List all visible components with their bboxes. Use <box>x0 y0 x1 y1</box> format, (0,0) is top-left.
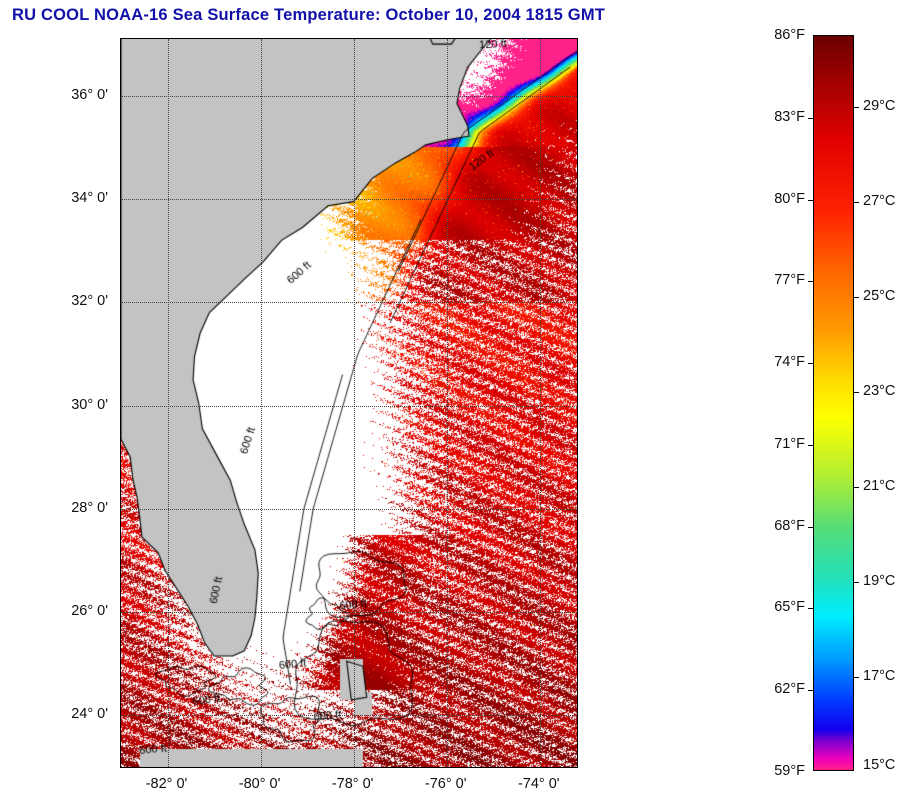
colorbar-tick-fahrenheit <box>808 281 814 283</box>
colorbar-label-celsius: 25°C <box>863 288 896 305</box>
y-axis-label: 26° 0' <box>71 603 108 620</box>
colorbar-tick-celsius <box>853 487 859 489</box>
colorbar-tick-fahrenheit <box>808 690 814 692</box>
x-tick-minor <box>307 767 308 768</box>
y-tick <box>120 509 121 510</box>
y-tick-minor <box>120 560 121 561</box>
temperature-colorbar[interactable] <box>808 35 859 771</box>
colorbar-tick-fahrenheit <box>808 444 814 446</box>
x-axis-label: -78° 0' <box>331 776 374 792</box>
y-axis-label: 30° 0' <box>71 396 108 413</box>
y-axis-label: 32° 0' <box>71 293 108 310</box>
colorbar-tick-celsius <box>853 392 859 394</box>
colorbar-gradient <box>814 36 853 770</box>
y-tick-minor <box>120 457 121 458</box>
colorbar-label-fahrenheit: 62°F <box>774 681 805 698</box>
page-title: RU COOL NOAA-16 Sea Surface Temperature:… <box>12 6 606 24</box>
colorbar-label-fahrenheit: 77°F <box>774 272 805 289</box>
colorbar-label-celsius: 19°C <box>863 573 896 590</box>
y-tick <box>120 612 121 613</box>
y-axis-label: 28° 0' <box>71 499 108 516</box>
colorbar-label-fahrenheit: 83°F <box>774 108 805 125</box>
x-tick <box>354 767 355 768</box>
colorbar-tick-fahrenheit <box>808 117 814 119</box>
colorbar-label-fahrenheit: 74°F <box>774 354 805 371</box>
colorbar-label-fahrenheit: 59°F <box>774 763 805 779</box>
y-axis-label: 36° 0' <box>71 86 108 103</box>
x-tick <box>540 767 541 768</box>
colorbar-label-celsius: 27°C <box>863 193 896 210</box>
y-tick <box>120 302 121 303</box>
colorbar-label-celsius: 15°C <box>863 757 896 773</box>
colorbar-tick-fahrenheit <box>808 199 814 201</box>
colorbar-label-fahrenheit: 71°F <box>774 435 805 452</box>
y-tick <box>120 96 121 97</box>
y-tick <box>120 406 121 407</box>
x-axis-label: -76° 0' <box>424 776 467 792</box>
colorbar-tick-celsius <box>853 202 859 204</box>
colorbar-label-celsius: 29°C <box>863 98 896 115</box>
y-tick <box>120 199 121 200</box>
colorbar-tick-celsius <box>853 107 859 109</box>
colorbar-label-fahrenheit: 86°F <box>774 27 805 43</box>
x-tick <box>447 767 448 768</box>
x-tick <box>261 767 262 768</box>
x-axis-label: -74° 0' <box>517 776 560 792</box>
colorbar-tick-celsius <box>853 297 859 299</box>
colorbar-tick-fahrenheit <box>808 608 814 610</box>
colorbar-tick-fahrenheit <box>808 363 814 365</box>
x-axis-label: -82° 0' <box>145 776 188 792</box>
colorbar-tick-celsius <box>853 582 859 584</box>
y-tick-minor <box>120 664 121 665</box>
x-axis-label: -80° 0' <box>238 776 281 792</box>
colorbar-label-fahrenheit: 80°F <box>774 190 805 207</box>
colorbar-label-celsius: 21°C <box>863 478 896 495</box>
y-tick-minor <box>120 251 121 252</box>
x-tick-minor <box>400 767 401 768</box>
y-tick-minor <box>120 147 121 148</box>
colorbar-label-celsius: 23°C <box>863 383 896 400</box>
colorbar-tick-fahrenheit <box>808 526 814 528</box>
y-tick-minor <box>120 44 121 45</box>
y-axis-label: 24° 0' <box>71 706 108 723</box>
colorbar-tick-celsius <box>853 677 859 679</box>
x-tick <box>168 767 169 768</box>
x-tick-minor <box>214 767 215 768</box>
x-tick-minor <box>493 767 494 768</box>
colorbar-label-fahrenheit: 65°F <box>774 599 805 616</box>
colorbar-label-celsius: 17°C <box>863 668 896 685</box>
y-axis-label: 34° 0' <box>71 190 108 207</box>
colorbar-label-fahrenheit: 68°F <box>774 517 805 534</box>
sst-map-panel[interactable] <box>120 38 578 768</box>
sst-raster-image <box>121 39 577 767</box>
y-tick <box>120 715 121 716</box>
y-tick-minor <box>120 354 121 355</box>
